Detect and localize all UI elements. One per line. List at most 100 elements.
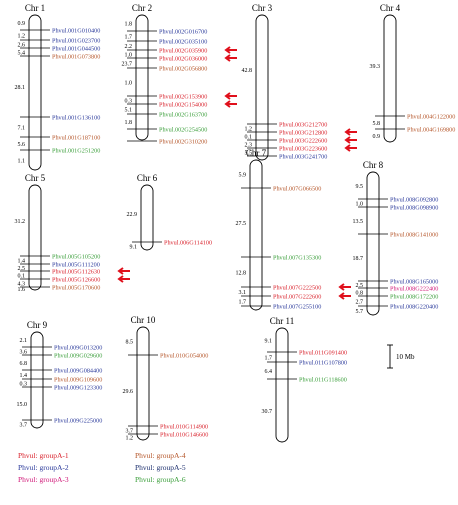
spacing-label: 1.4 (18, 259, 26, 265)
gene-label: Phvul.004G122000 (407, 114, 455, 121)
spacing-label: 1.0 (125, 81, 133, 87)
spacing-label: 1.7 (125, 35, 133, 41)
gene-label: Phvul.002G310200 (159, 139, 207, 146)
gene-label: Phvul.002G153900 (159, 94, 207, 101)
gene-label: Phvul.002G035900 (159, 48, 207, 55)
legend-item: Phvul: groupA-5 (135, 463, 186, 472)
gene-label: Phvul.002G154000 (159, 102, 207, 109)
gene-label: Phvul.009G013200 (54, 345, 102, 352)
red-arrow-icon (224, 54, 237, 62)
gene-label: Phvul.003G223600 (279, 146, 327, 153)
chromosome-8: Chr 8 9.5 1.0 13.5 18.7 2.5 0.8 2.7 5.7 Phvul.008… (353, 160, 438, 316)
chromosome-title: Chr 1 (25, 3, 45, 13)
gene-label: Phvul.008G220400 (390, 304, 438, 311)
spacing-label: 0.3 (125, 99, 133, 105)
spacing-label: 2.2 (125, 44, 133, 50)
legend-item: Phvul: groupA-6 (135, 475, 186, 484)
chromosome-title: Chr 5 (25, 173, 46, 183)
gene-label: Phvul.001G187100 (52, 135, 100, 142)
gene-label: Phvul.009G084400 (54, 368, 102, 375)
red-arrow-icon (344, 144, 357, 152)
chromosome-title: Chr 4 (380, 3, 401, 13)
gene-label: Phvul.002G056800 (159, 66, 207, 73)
chromosome-title: Chr 11 (270, 316, 294, 326)
chromosome-body (140, 184, 154, 251)
spacing-label: 15.0 (17, 402, 28, 408)
legend-item: Phvul: groupA-1 (18, 451, 69, 460)
spacing-label: 29.6 (123, 389, 134, 395)
gene-label: Phvul.001G073800 (52, 54, 100, 61)
spacing-label: 30.7 (262, 409, 273, 415)
spacing-label: 1.6 (18, 287, 26, 293)
spacing-label: 7.1 (18, 126, 26, 132)
gene-label: Phvul.009G029600 (54, 353, 102, 360)
spacing-label: 2.1 (20, 338, 28, 344)
chromosome-body (249, 159, 263, 311)
gene-label: Phvul.009G109600 (54, 377, 102, 384)
spacing-label: 3.7 (126, 429, 134, 435)
gene-label: Phvul.001G010400 (52, 28, 100, 35)
spacing-label: 1.2 (245, 127, 253, 133)
gene-label: Phvul.009G225000 (54, 418, 102, 425)
red-arrow-icon (224, 46, 237, 54)
gene-label: Phvul.010G054000 (160, 353, 208, 360)
spacing-label: 3.7 (20, 423, 28, 429)
gene-label: Phvul.002G016700 (159, 29, 207, 36)
spacing-label: 8.5 (126, 340, 134, 346)
spacing-label: 1.0 (356, 202, 364, 208)
spacing-label: 1.7 (265, 356, 273, 362)
gene-label: Phvul.011G091400 (299, 350, 347, 357)
spacing-label: 9.1 (130, 245, 138, 251)
chromosome-6: Chr 6 22.9 9.1 Phvul.006G114100 (127, 173, 213, 251)
chromosome-body (255, 14, 269, 161)
chromosome-1: Chr 1 0.9 1.2 2.6 5.4 28.1 7.1 5.6 1.1 Phvul.001G… (15, 3, 100, 171)
chromosome-title: Chr 8 (363, 160, 384, 170)
spacing-label: 3.1 (239, 290, 247, 296)
gene-label: Phvul.011G107800 (299, 360, 347, 367)
spacing-label: 1.2 (126, 436, 134, 442)
spacing-label: 23.7 (122, 62, 133, 68)
red-arrow-icon (117, 267, 130, 275)
legend-item: Phvul: groupA-2 (18, 463, 69, 472)
spacing-label: 4.3 (18, 282, 26, 288)
chromosome-body (366, 171, 380, 316)
gene-label: Phvul.008G141000 (390, 232, 438, 239)
spacing-label: 5.8 (373, 121, 381, 127)
chromosome-title: Chr 7 (246, 148, 267, 158)
spacing-label: 0.1 (18, 274, 26, 280)
spacing-label: 6.4 (265, 369, 273, 375)
gene-label: Phvul.005G105200 (52, 254, 100, 261)
spacing-label: 1.1 (18, 159, 26, 165)
spacing-label: 2.5 (18, 266, 26, 272)
spacing-label: 5.9 (239, 173, 247, 179)
gene-label: Phvul.009G123300 (54, 385, 102, 392)
spacing-label: 1.7 (239, 300, 247, 306)
spacing-label: 2.7 (356, 300, 364, 306)
chromosome-title: Chr 9 (27, 320, 48, 330)
gene-label: Phvul.007G222600 (273, 294, 321, 301)
chromosome-title: Chr 6 (137, 173, 158, 183)
spacing-label: 12.8 (236, 271, 247, 277)
chromosome-4: Chr 4 39.3 5.8 0.9 Phvul.004G122000 Phvul.004… (370, 3, 455, 143)
legend: Phvul: groupA-1 Phvul: groupA-2 Phvul: gro… (18, 451, 186, 484)
chromosome-3: Chr 342.81.20.12.35.5Phvul.003G212700Phv… (242, 3, 357, 161)
gene-label: Phvul.008G172200 (390, 294, 438, 301)
spacing-label: 2.6 (18, 43, 26, 49)
gene-label: Phvul.001G023700 (52, 38, 100, 45)
chromosome-body (136, 326, 150, 441)
gene-label: Phvul.005G112630 (52, 269, 100, 276)
gene-label: Phvul.003G241700 (279, 154, 327, 161)
spacing-label: 1.4 (20, 373, 28, 379)
spacing-label: 6.8 (20, 361, 28, 367)
spacing-label: 39.3 (370, 64, 381, 70)
spacing-label: 0.1 (245, 135, 253, 141)
gene-label: Phvul.002G035100 (159, 39, 207, 46)
scale-bar-label: 10 Mb (396, 353, 415, 361)
red-arrow-icon (338, 292, 351, 300)
chromosome-9: Chr 9 2.1 3.6 6.8 1.4 0.3 15.0 3.7 Phvul.009G013… (17, 320, 103, 429)
gene-label: Phvul.001G044500 (52, 46, 100, 53)
gene-label: Phvul.003G212800 (279, 130, 327, 137)
gene-label: Phvul.005G170600 (52, 285, 100, 292)
gene-label: Phvul.007G255100 (273, 304, 321, 311)
